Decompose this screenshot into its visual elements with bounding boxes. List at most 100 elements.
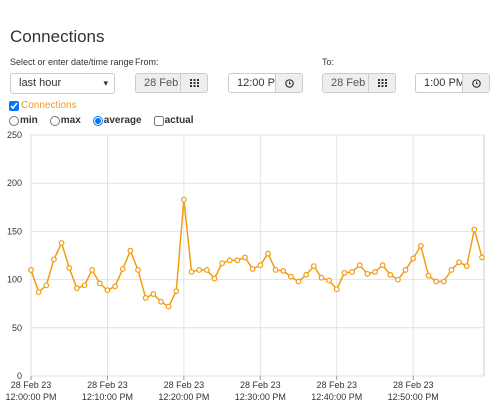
series-label: Connections xyxy=(21,100,77,111)
x-tick-label: 12:30:00 PM xyxy=(235,392,286,402)
data-point xyxy=(35,289,42,296)
calendar-button[interactable] xyxy=(368,74,395,92)
data-point xyxy=(326,277,333,284)
data-point xyxy=(135,267,141,273)
calendar-icon xyxy=(377,79,387,87)
checkbox[interactable] xyxy=(153,115,164,126)
data-point xyxy=(333,286,340,293)
data-point xyxy=(387,271,394,278)
data-point xyxy=(173,288,180,295)
x-tick-label: 12:10:00 PM xyxy=(82,392,133,402)
clock-icon xyxy=(284,78,294,88)
data-point xyxy=(310,263,317,270)
data-point xyxy=(150,291,157,297)
data-point xyxy=(280,268,287,274)
data-point xyxy=(165,303,172,310)
data-point xyxy=(28,267,34,273)
calendar-button[interactable] xyxy=(180,74,207,92)
data-point xyxy=(402,267,409,273)
data-point xyxy=(425,272,432,279)
data-point xyxy=(226,257,233,264)
data-point xyxy=(379,262,386,269)
y-tick-label: 150 xyxy=(7,226,22,236)
clock-button[interactable] xyxy=(275,74,302,92)
data-point xyxy=(265,250,271,257)
data-point xyxy=(73,285,80,292)
data-point xyxy=(463,263,470,270)
x-tick-label: 28 Feb 23 xyxy=(240,380,281,390)
data-point xyxy=(89,267,96,273)
data-point xyxy=(96,280,103,287)
data-point xyxy=(119,266,126,272)
data-point xyxy=(51,256,57,263)
chart: 0 50 100 150 200 250 28 Feb 23 12:00:00 PM 28 Fe… xyxy=(5,130,485,402)
y-tick-label: 250 xyxy=(7,130,22,140)
range-label: Select or enter date/time range xyxy=(10,57,134,67)
to-time[interactable]: 1:00 PM xyxy=(415,73,490,93)
radio[interactable] xyxy=(92,115,103,126)
option[interactable]: average xyxy=(92,115,142,126)
data-point xyxy=(349,268,355,275)
from-date[interactable]: 28 Feb 2 xyxy=(135,73,208,93)
option-label: average xyxy=(103,115,142,126)
data-point xyxy=(456,259,462,266)
calendar-icon xyxy=(189,79,199,87)
data-point xyxy=(433,278,440,285)
data-point xyxy=(341,269,348,276)
y-tick-label: 50 xyxy=(12,323,22,333)
radio[interactable] xyxy=(9,115,19,126)
caret: ▾ xyxy=(103,78,108,88)
data-point xyxy=(295,278,302,285)
data-point xyxy=(303,271,310,278)
option[interactable]: actual xyxy=(153,115,194,126)
data-point xyxy=(249,266,256,272)
radio[interactable] xyxy=(49,115,60,126)
from-date-text: 28 Feb 2 xyxy=(144,77,188,89)
x-tick-label: 12:00:00 PM xyxy=(5,392,56,402)
from-label: From: xyxy=(135,57,159,67)
data-point xyxy=(66,265,73,271)
series-toggle[interactable]: Connections xyxy=(9,100,77,111)
x-tick-label: 28 Feb 23 xyxy=(393,380,434,390)
options: min max average actual xyxy=(9,115,194,126)
series-checkbox[interactable] xyxy=(9,100,19,111)
x-tick-label: 12:50:00 PM xyxy=(388,392,439,402)
option[interactable]: min xyxy=(9,115,38,126)
clock-button[interactable] xyxy=(462,74,489,92)
option[interactable]: max xyxy=(49,115,81,126)
from-time[interactable]: 12:00 PM xyxy=(228,73,303,93)
to-time-text: 1:00 PM xyxy=(424,77,465,89)
y-tick-label: 200 xyxy=(7,178,22,188)
x-tick-label: 12:40:00 PM xyxy=(311,392,362,402)
to-date-text: 28 Feb 2 xyxy=(331,77,375,89)
data-point xyxy=(81,282,88,289)
x-tick-label: 28 Feb 23 xyxy=(87,380,128,390)
title: Connections xyxy=(10,27,105,46)
data-point xyxy=(479,254,485,261)
data-point xyxy=(372,268,378,275)
data-point xyxy=(242,254,248,261)
y-tick-label: 100 xyxy=(7,275,22,285)
data-point xyxy=(471,226,478,233)
data-point xyxy=(196,267,203,273)
data-point xyxy=(257,262,264,269)
data-point xyxy=(219,260,226,267)
data-point xyxy=(211,275,218,282)
data-point xyxy=(127,247,134,254)
data-point xyxy=(272,267,279,273)
data-point xyxy=(287,273,294,280)
data-point xyxy=(318,274,325,281)
x-tick-label: 28 Feb 23 xyxy=(11,380,52,390)
y-tick-label: 0 xyxy=(17,371,22,381)
to-date[interactable]: 28 Feb 2 xyxy=(322,73,396,93)
data-point xyxy=(234,257,241,264)
data-point xyxy=(417,242,424,249)
data-point xyxy=(142,295,149,301)
data-point xyxy=(180,196,187,203)
data-point xyxy=(395,276,401,283)
range-select[interactable]: last hour ▾ xyxy=(10,73,115,94)
from-time-text: 12:00 PM xyxy=(237,77,285,89)
data-point xyxy=(356,262,363,269)
data-point xyxy=(58,240,65,246)
x-tick-label: 12:20:00 PM xyxy=(158,392,209,402)
